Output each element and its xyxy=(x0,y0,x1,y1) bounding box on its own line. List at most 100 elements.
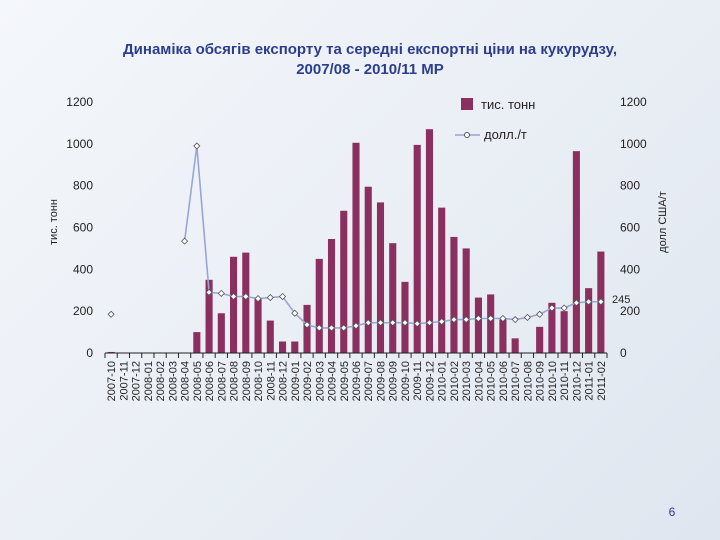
chart-title-line1: Динаміка обсягів експорту та середні екс… xyxy=(122,41,618,58)
bar-2010-11 xyxy=(560,311,568,353)
x-tick-label: 2008-02 xyxy=(155,361,167,401)
bar-2010-03 xyxy=(462,248,470,353)
bar-2009-05 xyxy=(340,210,348,353)
bar-2009-03 xyxy=(315,258,323,353)
y-tick-label-right: 800 xyxy=(620,179,640,193)
x-tick-label: 2008-07 xyxy=(216,361,228,401)
x-tick-label: 2007-12 xyxy=(131,361,143,401)
x-tick-label: 2008-09 xyxy=(241,361,253,401)
chart-title-line2: 2007/08 - 2010/11 МР xyxy=(296,61,444,78)
legend: тис. тонн долл./т xyxy=(455,97,535,142)
price-point-2009-11 xyxy=(413,320,421,328)
legend-line-label: долл./т xyxy=(484,127,527,142)
x-tick-label: 2010-07 xyxy=(510,361,522,401)
price-point-2009-06 xyxy=(352,322,360,330)
x-tick-label: 2010-10 xyxy=(547,361,559,401)
bar-2010-02 xyxy=(450,236,458,353)
y-tick-label-right: 200 xyxy=(620,304,640,318)
price-point-2011-01 xyxy=(585,298,593,306)
price-point-2009-09 xyxy=(389,319,397,327)
price-point-2008-11 xyxy=(266,294,274,302)
price-annotation: 245 xyxy=(612,294,630,306)
price-point-2009-03 xyxy=(315,324,323,332)
x-tick-label: 2010-06 xyxy=(498,361,510,401)
price-point-2010-02 xyxy=(450,315,458,324)
price-point-2010-06 xyxy=(499,314,507,323)
bar-2009-11 xyxy=(413,144,421,353)
bar-2009-02 xyxy=(303,304,311,353)
price-point-2010-03 xyxy=(462,315,470,324)
bar-2010-09 xyxy=(536,326,544,353)
x-tick-label: 2010-03 xyxy=(461,361,473,401)
bar-2007-10 xyxy=(107,351,115,353)
y-tick-label-right: 1200 xyxy=(620,95,647,109)
price-point-2008-10 xyxy=(254,295,262,303)
x-tick-label: 2008-11 xyxy=(265,361,277,401)
y-tick-label-left: 400 xyxy=(73,262,93,276)
x-tick-label: 2009-09 xyxy=(388,361,400,401)
bar-2008-06 xyxy=(205,279,213,353)
y-tick-label-left: 800 xyxy=(73,179,93,193)
y-axis-right-label: долл США/т xyxy=(657,191,669,253)
x-tick-label: 2009-07 xyxy=(363,361,375,401)
price-point-2008-07 xyxy=(217,289,225,297)
bar-2008-08 xyxy=(230,256,238,353)
x-tick-label: 2011-01 xyxy=(584,361,596,401)
price-point-2009-04 xyxy=(327,324,336,332)
bar-2009-12 xyxy=(425,129,434,353)
bar-2008-07 xyxy=(217,313,225,353)
x-tick-label: 2010-01 xyxy=(437,361,449,401)
x-tick-label: 2009-08 xyxy=(375,361,387,401)
x-tick-label: 2010-02 xyxy=(449,361,461,401)
price-point-2010-11 xyxy=(560,304,568,312)
legend-bar-swatch xyxy=(461,98,473,110)
price-point-2010-05 xyxy=(487,314,495,323)
x-tick-label: 2010-05 xyxy=(486,361,498,401)
y-tick-label-left: 600 xyxy=(73,221,93,235)
x-tick-label: 2007-10 xyxy=(106,361,118,401)
x-tick-label: 2009-11 xyxy=(412,361,424,401)
x-tick-label: 2011-02 xyxy=(596,361,608,401)
bar-2010-05 xyxy=(487,294,495,353)
x-tick-label: 2008-01 xyxy=(143,361,155,401)
bar-2009-09 xyxy=(389,243,397,353)
bar-2009-06 xyxy=(352,142,360,353)
price-point-2009-08 xyxy=(376,319,385,327)
x-tick-label: 2008-10 xyxy=(253,361,265,401)
x-tick-label: 2009-04 xyxy=(327,361,339,401)
x-tick-label: 2009-12 xyxy=(424,361,436,401)
price-point-2009-02 xyxy=(303,321,311,329)
page-number: 6 xyxy=(668,505,676,519)
x-tick-label: 2010-11 xyxy=(559,361,571,401)
legend-line-marker xyxy=(464,132,470,138)
bar-2008-11 xyxy=(266,320,274,353)
bar-2010-06 xyxy=(499,319,507,353)
y-tick-label-right: 0 xyxy=(620,346,627,360)
x-tick-label: 2009-03 xyxy=(314,361,326,401)
bar-2010-01 xyxy=(438,207,446,353)
price-point-2008-05 xyxy=(193,142,201,150)
x-tick-label: 2007-11 xyxy=(118,361,130,401)
price-point-2010-01 xyxy=(438,318,446,326)
y-tick-label-left: 1200 xyxy=(66,95,93,109)
price-point-2008-06 xyxy=(205,288,213,296)
bar-2010-10 xyxy=(548,302,556,353)
x-tick-label: 2009-01 xyxy=(290,361,302,401)
bar-2008-05 xyxy=(193,332,201,353)
price-point-2009-10 xyxy=(401,319,409,327)
bar-2008-09 xyxy=(242,252,250,353)
x-tick-label: 2010-08 xyxy=(522,361,534,401)
y-tick-label-left: 0 xyxy=(86,346,93,360)
x-tick-label: 2010-09 xyxy=(535,361,547,401)
price-point-2009-07 xyxy=(364,319,372,327)
chart-title: Динаміка обсягів експорту та середні екс… xyxy=(40,40,700,80)
price-point-2010-04 xyxy=(474,314,483,323)
x-tick-label: 2009-02 xyxy=(302,361,314,401)
price-point-2010-07 xyxy=(511,315,519,324)
y-tick-label-left: 200 xyxy=(73,304,93,318)
price-point-2008-04 xyxy=(181,237,189,245)
y-tick-label-right: 1000 xyxy=(620,137,647,151)
x-tick-label: 2008-04 xyxy=(180,361,192,401)
